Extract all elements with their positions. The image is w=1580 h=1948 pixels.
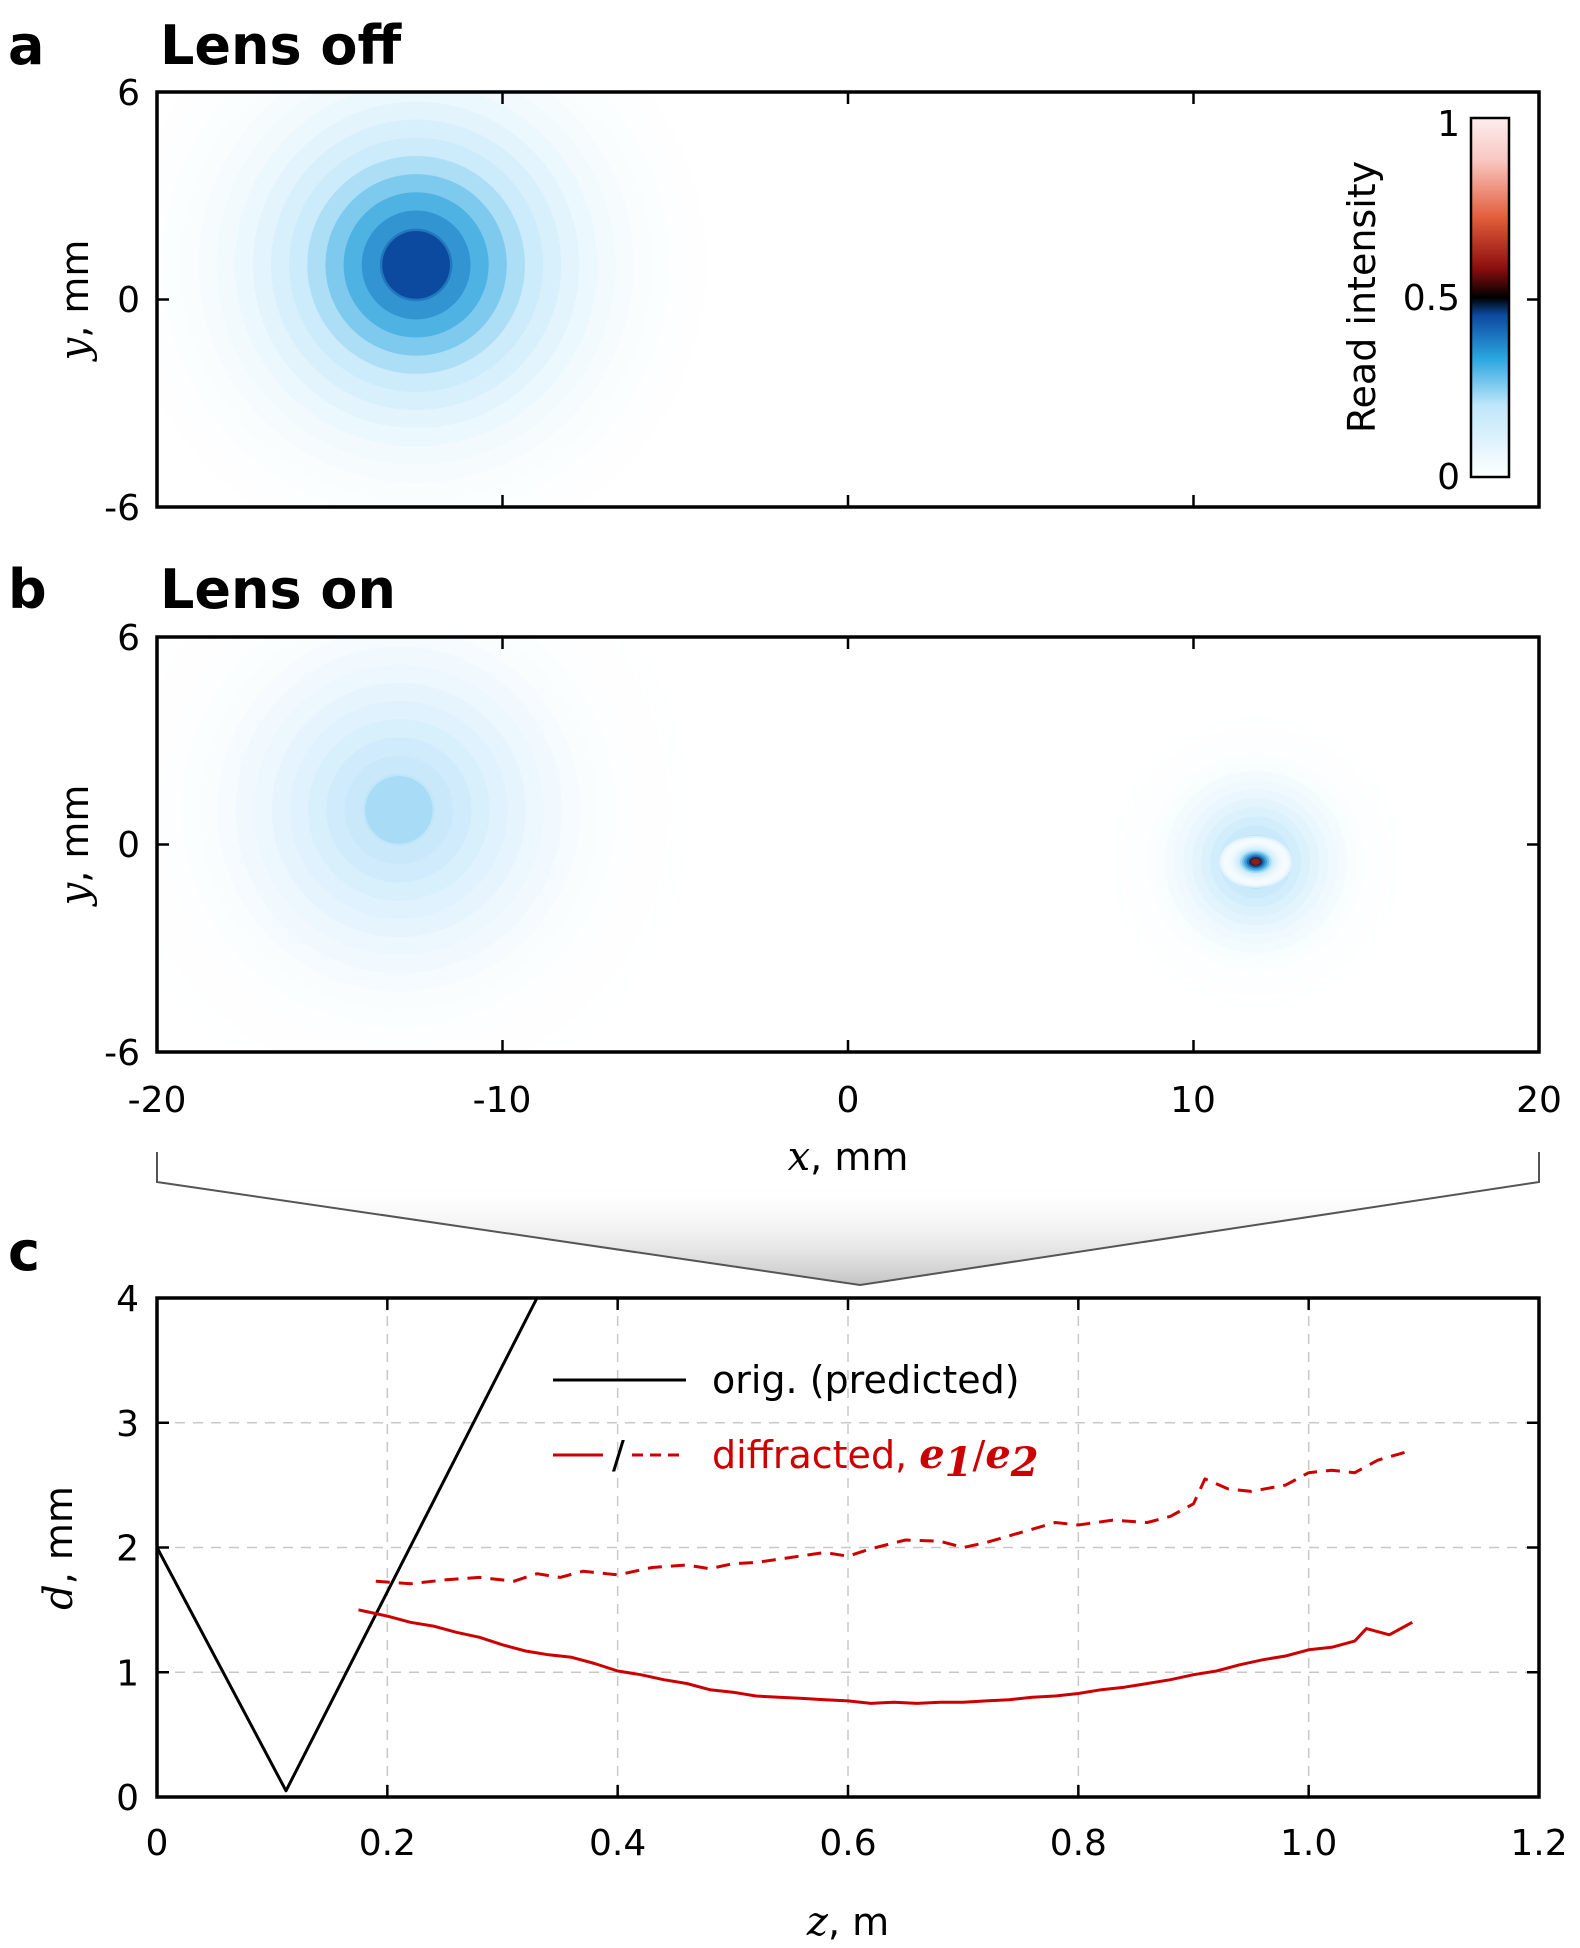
zoom-connector <box>156 1152 1540 1287</box>
svg-text:y, mm: y, mm <box>52 240 98 363</box>
ytick-label: -6 <box>104 488 140 529</box>
ytick-label: 0 <box>117 280 140 321</box>
legend-separator: / <box>612 1433 625 1477</box>
xtick-label: 0.6 <box>819 1823 876 1864</box>
ytick-label: 0 <box>117 825 140 866</box>
xtick-label: 0.4 <box>589 1823 646 1864</box>
ylabel-var: d <box>36 1584 82 1610</box>
ylabel-var: y <box>52 881 98 907</box>
heatmap-a <box>157 92 707 507</box>
ylabel-c: d, mm <box>36 1486 82 1610</box>
panel-b: b Lens on 6 0 -6 -20 -10 0 10 20 x, mm y… <box>8 558 1562 1180</box>
ylabel-unit: , mm <box>53 240 97 338</box>
heat-blob-core <box>364 776 433 844</box>
xtick-label: -20 <box>128 1080 187 1121</box>
series-line-2 <box>375 1448 1413 1586</box>
ytick-label: 0 <box>116 1778 139 1819</box>
ytick-label: 3 <box>116 1404 139 1445</box>
xtick-label: 0.2 <box>359 1823 416 1864</box>
xtick-label: 0.8 <box>1050 1823 1107 1864</box>
xlabel-unit: , m <box>828 1900 889 1944</box>
heat-blob-core <box>1251 858 1260 865</box>
colorbar-tick: 1 <box>1437 104 1460 145</box>
xtick-label: 1.2 <box>1510 1823 1567 1864</box>
xlabel-var: x <box>788 1134 811 1180</box>
panel-letter-b: b <box>8 558 47 621</box>
xtick-label: 1.0 <box>1280 1823 1337 1864</box>
panel-letter-c: c <box>8 1220 40 1283</box>
colorbar-label: Read intensity <box>1340 161 1384 433</box>
ylabel-var: y <box>52 336 98 362</box>
svg-text:d, mm: d, mm <box>36 1486 82 1610</box>
ytick-label: 2 <box>116 1529 139 1570</box>
colorbar-tick: 0 <box>1437 457 1460 498</box>
xtick-label: -10 <box>473 1080 532 1121</box>
ytick-label: 6 <box>117 73 140 114</box>
colorbar-tick: 0.5 <box>1403 278 1460 319</box>
panel-a: a Lens off 6 0 -6 y, mm 1 0.5 0 Read int… <box>8 14 1541 529</box>
ylabel-unit: , mm <box>53 785 97 883</box>
xlabel-var: z <box>806 1899 829 1945</box>
xtick-label: 20 <box>1516 1080 1562 1121</box>
xtick-label: 0 <box>837 1080 860 1121</box>
heatmap-b <box>157 637 1401 1052</box>
panel-letter-a: a <box>8 14 44 77</box>
xtick-label: 0 <box>146 1823 169 1864</box>
legend-label-diffracted: diffracted, e1/e2 <box>712 1431 1039 1486</box>
panel-c: c 0 0.2 0.4 0.6 0.8 1.0 1.2 0 1 2 3 4 z, m d, mm or… <box>8 1220 1568 1945</box>
ylabel-b: y, mm <box>52 785 98 908</box>
lines-c <box>157 1298 1414 1793</box>
svg-text:y, mm: y, mm <box>52 785 98 908</box>
heat-blob-core <box>382 231 450 299</box>
ylabel-unit: , mm <box>37 1486 81 1584</box>
xlabel-b: x, mm <box>788 1134 909 1180</box>
series-line-1 <box>358 1608 1414 1705</box>
xtick-label: 10 <box>1170 1080 1216 1121</box>
grid-c <box>157 1298 1539 1797</box>
tick-labels-c: 0 0.2 0.4 0.6 0.8 1.0 1.2 0 1 2 3 4 <box>116 1279 1568 1864</box>
ytick-label: -6 <box>104 1033 140 1074</box>
legend-label-predicted: orig. (predicted) <box>712 1358 1020 1402</box>
ticks-a <box>155 90 1541 509</box>
xlabel-unit: , mm <box>810 1135 908 1179</box>
legend: orig. (predicted) / diffracted, e1/e2 <box>553 1358 1039 1486</box>
ticks-b <box>155 635 1541 1054</box>
ytick-label: 1 <box>116 1653 139 1694</box>
ticks-c <box>155 1296 1541 1799</box>
ylabel-a: y, mm <box>52 240 98 363</box>
series-line-0 <box>157 1298 539 1793</box>
panel-title-a: Lens off <box>160 14 403 77</box>
xlabel-c: z, m <box>806 1899 889 1945</box>
panel-title-b: Lens on <box>160 558 396 621</box>
ytick-label: 4 <box>116 1279 139 1320</box>
ytick-label: 6 <box>117 618 140 659</box>
colorbar: 1 0.5 0 Read intensity <box>1340 104 1511 498</box>
